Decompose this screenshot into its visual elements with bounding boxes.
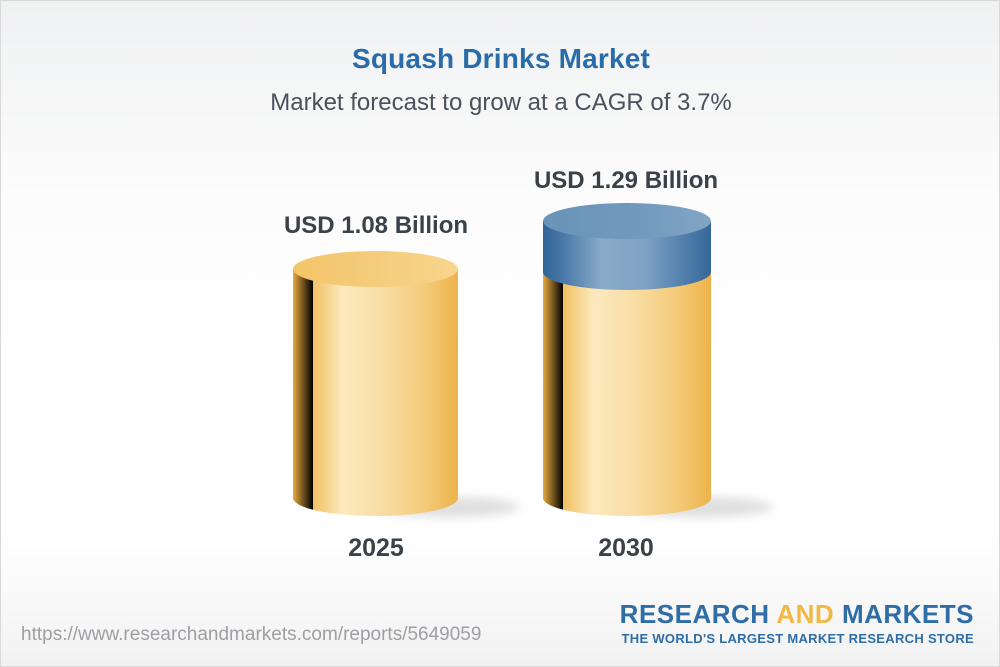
logo-tagline: THE WORLD'S LARGEST MARKET RESEARCH STOR… [621,631,974,646]
cylinder-2030-cap [543,203,711,239]
logo-wordmark: RESEARCH AND MARKETS [620,601,974,627]
report-url: https://www.researchandmarkets.com/repor… [21,624,482,645]
research-and-markets-logo: RESEARCH AND MARKETS THE WORLD'S LARGEST… [620,601,974,645]
value-label-2030: USD 1.29 Billion [533,167,719,194]
logo-word-research: RESEARCH [619,599,770,629]
category-label-2025: 2025 [348,534,404,562]
logo-word-and: AND [776,599,835,629]
cylinder-2025-shadow [376,497,520,517]
logo-word-markets: MARKETS [841,599,974,629]
cylinder-2030-growth-segment [543,221,711,290]
cylinder-2030-body [543,272,711,516]
cylinder-2030 [543,203,711,516]
category-label-2030: 2030 [598,534,654,562]
cylinder-2030-shadow [629,497,773,517]
cylinder-2025 [293,251,458,516]
cylinder-2025-body [293,269,458,516]
value-label-2025: USD 1.08 Billion [283,212,469,239]
chart-title: Squash Drinks Market [351,43,651,74]
chart-subtitle: Market forecast to grow at a CAGR of 3.7… [270,89,732,116]
cylinder-2025-cap [293,251,458,287]
